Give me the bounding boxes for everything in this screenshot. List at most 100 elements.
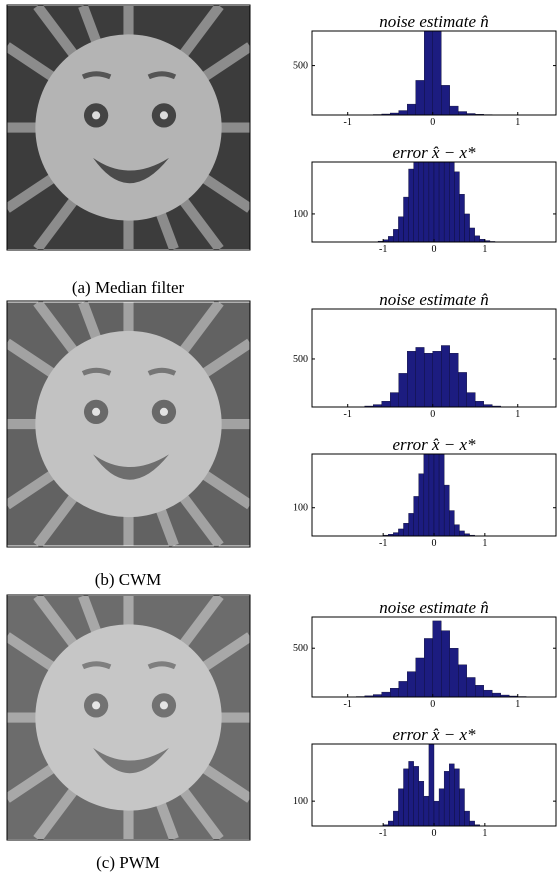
x-tick-label: -1 [379,538,387,549]
bar [428,744,435,826]
bar [449,648,459,697]
bar [449,763,455,826]
bar [398,216,404,242]
bar [449,510,455,536]
x-tick-label: 1 [482,538,487,549]
bar [492,692,501,697]
bar [413,162,419,242]
plot-frame [311,453,557,537]
y-tick-label: 100 [293,503,308,514]
bar [459,530,465,536]
image-a [6,4,251,251]
bars [347,620,535,697]
x-tick-label: -1 [344,699,352,710]
bar [475,685,484,697]
bar [475,401,484,407]
bar [423,795,430,826]
bar [469,820,475,826]
chart-title: noise estimate n̂ [379,290,489,309]
bar [413,766,419,826]
plot-frame [311,30,557,116]
bar [458,111,467,115]
bar [454,171,460,242]
bar [413,496,419,536]
histogram-chart: -1 0 1 100 error x̂ − x* [293,143,557,255]
bar [464,213,470,242]
chart-title: error x̂ − x* [392,435,476,454]
x-tick-label: -1 [344,117,352,128]
bar [443,771,450,826]
bars [356,345,510,407]
bar [432,351,442,407]
bar [449,352,459,407]
histogram-chart: -1 0 1 500 noise estimate n̂ [293,290,557,420]
bar [407,103,416,115]
bar [418,473,425,536]
bar [423,454,430,536]
bar [388,236,394,242]
bars [382,744,480,826]
bar [474,235,480,242]
x-tick-label: 0 [430,117,435,128]
bars [377,454,480,536]
bar [407,351,416,407]
bar [408,761,414,826]
x-tick-label: 0 [430,409,435,420]
histogram-chart: -1 0 1 100 error x̂ − x* [293,435,557,549]
bar [393,229,399,242]
bar [454,524,460,536]
bar [408,168,414,242]
bar [441,345,450,407]
x-tick-label: 0 [430,699,435,710]
bar [390,392,399,407]
histogram-chart: -1 0 1 500 noise estimate n̂ [293,12,557,128]
bar [403,196,409,242]
chart-title: error x̂ − x* [392,143,476,162]
bar [466,677,476,697]
bar [381,691,391,697]
chart-title: noise estimate n̂ [379,598,489,617]
bar [432,620,442,697]
chart-title: noise estimate n̂ [379,12,489,31]
bar [403,523,409,536]
x-tick-label: 1 [515,409,520,420]
bar [441,630,450,697]
bar [424,638,433,697]
caption: (c) PWM [96,853,160,872]
bar [398,681,408,697]
plot-frame [311,743,557,827]
histogram-chart: -1 0 1 500 noise estimate n̂ [293,598,557,710]
y-tick-label: 500 [293,354,308,365]
bar [415,347,425,407]
bar [403,768,409,826]
caption: (b) CWM [95,570,162,589]
bar [393,532,399,536]
bar [449,105,459,115]
y-tick-label: 500 [293,61,308,72]
bar [438,454,445,536]
bar [454,768,460,826]
bar [459,194,465,242]
bar [443,484,450,536]
chart-title: error x̂ − x* [392,725,476,744]
bar [432,31,442,115]
histogram-chart: -1 0 1 100 error x̂ − x* [293,725,557,839]
y-tick-label: 100 [293,209,308,220]
bar [459,788,465,826]
bar [398,373,408,407]
bar [433,800,440,826]
x-tick-label: 0 [432,828,437,839]
bar [441,85,450,115]
bars [372,162,496,242]
y-tick-label: 500 [293,643,308,654]
plot-frame [311,616,557,698]
bar [466,392,476,407]
x-tick-label: 1 [482,828,487,839]
plot-frame [311,161,557,243]
caption: (a) Median filter [72,278,185,297]
x-tick-label: 0 [432,538,437,549]
bar [415,657,425,697]
x-tick-label: 1 [515,699,520,710]
